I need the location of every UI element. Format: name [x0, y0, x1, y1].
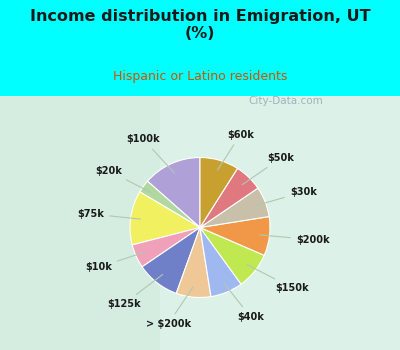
Wedge shape	[200, 228, 264, 284]
Text: $50k: $50k	[242, 153, 294, 185]
Wedge shape	[200, 168, 258, 228]
Text: $40k: $40k	[224, 283, 264, 322]
Text: > $200k: > $200k	[146, 287, 193, 329]
Wedge shape	[130, 192, 200, 245]
Text: Hispanic or Latino residents: Hispanic or Latino residents	[113, 70, 287, 83]
Wedge shape	[200, 158, 238, 228]
Text: $75k: $75k	[78, 209, 140, 219]
Text: $10k: $10k	[85, 252, 145, 272]
Wedge shape	[140, 181, 200, 228]
Wedge shape	[176, 228, 211, 298]
Text: $150k: $150k	[247, 265, 309, 293]
Text: $30k: $30k	[256, 187, 317, 205]
Text: $100k: $100k	[127, 134, 174, 173]
Text: $125k: $125k	[107, 274, 163, 309]
Text: $20k: $20k	[95, 166, 151, 192]
Wedge shape	[200, 188, 269, 228]
Text: City-Data.com: City-Data.com	[248, 96, 323, 106]
Wedge shape	[142, 228, 200, 293]
Wedge shape	[132, 228, 200, 267]
Text: $60k: $60k	[218, 130, 254, 170]
Wedge shape	[200, 217, 270, 255]
Wedge shape	[200, 228, 241, 297]
Wedge shape	[148, 158, 200, 228]
Text: Income distribution in Emigration, UT
(%): Income distribution in Emigration, UT (%…	[30, 9, 370, 41]
Text: $200k: $200k	[260, 234, 330, 245]
